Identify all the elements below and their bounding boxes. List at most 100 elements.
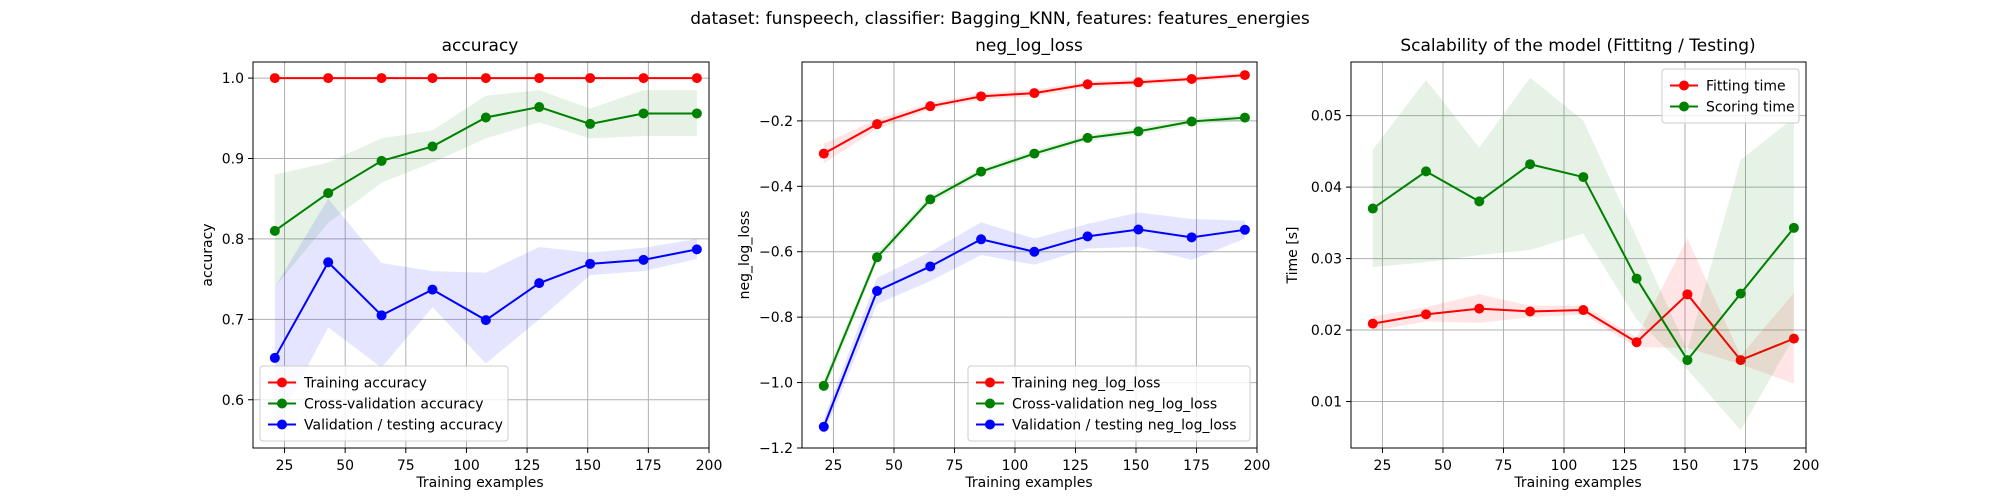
series-validation-testing-accuracy xyxy=(269,198,702,428)
legend-label: Cross-validation accuracy xyxy=(304,397,484,413)
x-tick-label: 125 xyxy=(514,458,541,474)
data-point xyxy=(585,258,596,269)
data-point xyxy=(638,254,649,265)
legend-entry: Cross-validation accuracy xyxy=(268,397,484,413)
y-tick-label: −0.2 xyxy=(759,114,793,130)
y-tick-label: 0.03 xyxy=(1311,252,1342,268)
confidence-band xyxy=(1372,77,1794,431)
y-axis-label: neg_log_loss xyxy=(737,211,753,300)
x-tick-label: 75 xyxy=(946,458,964,474)
data-point xyxy=(480,315,491,326)
confidence-band xyxy=(274,90,697,288)
legend: Training neg_log_loss Cross-validation ne… xyxy=(967,365,1251,442)
data-point xyxy=(638,73,649,84)
data-point xyxy=(1029,246,1040,257)
data-point xyxy=(1082,132,1093,143)
data-point xyxy=(1788,333,1799,344)
series-cross-validation-neg-log-loss xyxy=(818,112,1250,393)
data-point xyxy=(269,225,280,236)
data-point xyxy=(818,421,829,432)
panel-title: Scalability of the model (Fittitng / Tes… xyxy=(1400,36,1755,56)
data-point xyxy=(1682,355,1693,366)
x-tick-label: 25 xyxy=(825,458,843,474)
data-point xyxy=(1631,273,1642,284)
legend-entry: Validation / testing accuracy xyxy=(268,418,503,434)
data-point xyxy=(585,73,596,84)
data-point xyxy=(1029,148,1040,159)
x-tick-label: 125 xyxy=(1062,458,1089,474)
x-tick-label: 175 xyxy=(1183,458,1210,474)
data-point xyxy=(480,112,491,123)
legend-entry: Training accuracy xyxy=(268,376,427,392)
axes-frame xyxy=(801,61,1258,449)
data-point xyxy=(1186,232,1197,243)
series-cross-validation-accuracy xyxy=(269,90,702,288)
panel-title: accuracy xyxy=(442,36,519,56)
data-point xyxy=(1735,288,1746,299)
x-tick-label: 75 xyxy=(1495,458,1513,474)
legend-label: Cross-validation neg_log_loss xyxy=(1012,397,1217,413)
x-tick-label: 50 xyxy=(885,458,903,474)
data-point xyxy=(1186,74,1197,85)
legend-label: Validation / testing neg_log_loss xyxy=(1012,418,1237,434)
data-point xyxy=(1474,196,1485,207)
x-tick-label: 200 xyxy=(1793,458,1820,474)
data-point xyxy=(691,108,702,119)
confidence-band xyxy=(274,198,697,428)
data-point xyxy=(480,73,491,84)
data-point xyxy=(925,194,936,205)
x-tick-label: 100 xyxy=(1002,458,1029,474)
x-tick-label: 150 xyxy=(1123,458,1150,474)
data-point xyxy=(1735,355,1746,366)
x-tick-label: 50 xyxy=(336,458,354,474)
x-tick-label: 175 xyxy=(635,458,662,474)
data-point xyxy=(872,119,883,130)
y-tick-label: 1.0 xyxy=(222,71,244,87)
data-point xyxy=(1525,159,1536,170)
data-point xyxy=(427,141,438,152)
y-tick-label: −1.2 xyxy=(759,441,793,457)
legend-swatch-marker xyxy=(985,419,995,430)
legend-entry: Training neg_log_loss xyxy=(976,376,1160,392)
y-tick-label: 0.8 xyxy=(222,232,244,248)
data-point xyxy=(323,257,334,268)
y-tick-label: 0.02 xyxy=(1311,323,1342,339)
data-point xyxy=(818,380,829,391)
data-point xyxy=(376,310,387,321)
data-point xyxy=(691,73,702,84)
legend-label: Training accuracy xyxy=(303,376,427,392)
y-tick-label: 0.6 xyxy=(222,393,244,409)
legend-entry: Validation / testing neg_log_loss xyxy=(976,418,1237,434)
legend-entry: Cross-validation neg_log_loss xyxy=(976,397,1217,413)
y-tick-label: 0.9 xyxy=(222,152,244,168)
data-point xyxy=(925,101,936,112)
x-tick-label: 50 xyxy=(1434,458,1452,474)
data-point xyxy=(269,73,280,84)
y-tick-label: 0.04 xyxy=(1311,180,1342,196)
legend-swatch-marker xyxy=(277,377,287,388)
legend-label: Training neg_log_loss xyxy=(1011,376,1160,392)
data-point xyxy=(872,252,883,263)
legend-swatch-marker xyxy=(985,398,995,409)
data-point xyxy=(1239,70,1250,81)
data-point xyxy=(1525,306,1536,317)
y-tick-label: −0.8 xyxy=(759,310,793,326)
data-point xyxy=(1239,112,1250,123)
legend-box xyxy=(967,365,1251,442)
x-axis-label: Training examples xyxy=(1513,475,1641,491)
x-tick-label: 75 xyxy=(397,458,415,474)
series-scoring-time xyxy=(1367,77,1799,431)
data-point xyxy=(1367,203,1378,214)
x-axis-label: Training examples xyxy=(964,475,1092,491)
data-point xyxy=(1186,116,1197,127)
data-point xyxy=(1421,309,1432,320)
legend: Training accuracy Cross-validation accura… xyxy=(259,365,509,442)
data-point xyxy=(534,102,545,113)
data-point xyxy=(1631,337,1642,348)
y-tick-label: −1.0 xyxy=(759,376,793,392)
legend-swatch-marker xyxy=(277,398,287,409)
legend-entry: Scoring time xyxy=(1670,100,1795,116)
data-point xyxy=(1133,224,1144,235)
y-tick-label: −0.6 xyxy=(759,245,793,261)
data-point xyxy=(376,155,387,166)
